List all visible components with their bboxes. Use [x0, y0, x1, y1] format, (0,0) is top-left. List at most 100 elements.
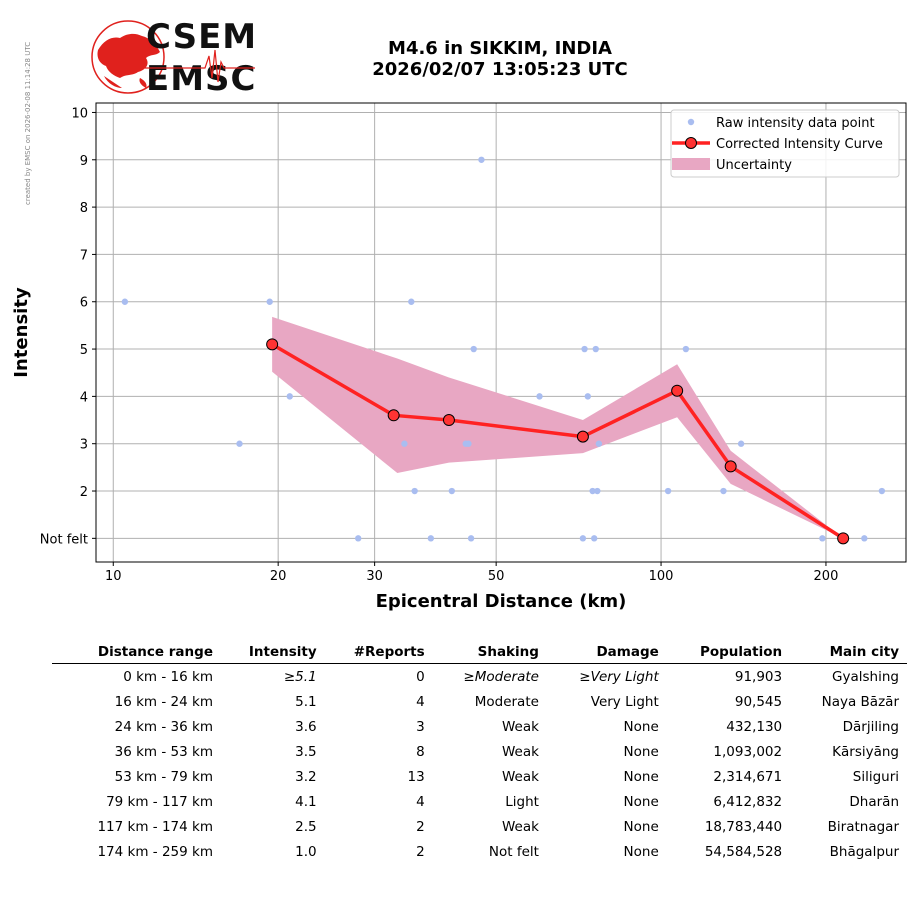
table-cell: Bhāgalpur: [829, 843, 899, 860]
table-cell: 1.0: [295, 843, 317, 860]
table-cell: None: [623, 743, 659, 760]
raw-data-point: [266, 298, 273, 305]
table-cell: 2: [416, 843, 425, 860]
corrected-curve-marker: [387, 409, 400, 422]
table-cell: Dārjiling: [842, 718, 899, 735]
raw-data-point: [470, 345, 477, 353]
table-cell: Weak: [501, 768, 539, 785]
x-tick-label: 100: [649, 569, 674, 584]
y-tick-label: 4: [80, 390, 88, 405]
table-cell: 3.5: [295, 743, 317, 760]
y-tick-label: 7: [80, 248, 88, 263]
table-cell: Moderate: [474, 693, 539, 710]
raw-data-point: [427, 535, 435, 542]
table-cell: ≥Very Light: [579, 668, 659, 685]
table-cell: Biratnagar: [827, 818, 899, 835]
legend-raw-swatch: [687, 118, 695, 126]
legend-entry-label: Raw intensity data point: [716, 116, 875, 131]
table-cell: 2.5: [295, 818, 317, 835]
plot-frame: [95, 102, 907, 563]
y-tick-label: 6: [80, 296, 88, 311]
x-tick-label: 20: [270, 569, 287, 584]
table-cell: None: [623, 793, 659, 810]
table-body: 0 km - 16 km ≥5.1 0 ≥Moderate ≥Very Light 91,…: [52, 664, 907, 865]
y-axis-label: Intensity: [11, 287, 32, 378]
table-header-cell: #Reports: [353, 644, 425, 660]
table-cell: 2: [416, 818, 425, 835]
table-cell: Weak: [501, 818, 539, 835]
table-cell: 13: [407, 768, 425, 785]
table-cell: Siliguri: [852, 768, 899, 785]
x-tick-label: 30: [366, 569, 383, 584]
chart-title: M4.6 in SIKKIM, INDIA 2026/02/07 13:05:2…: [300, 38, 700, 80]
uncertainty-band: [272, 316, 844, 539]
table-cell: 5.1: [295, 693, 317, 710]
table-cell: 54,584,528: [704, 843, 783, 860]
legend-entry-label: Corrected Intensity Curve: [716, 137, 883, 152]
table-row: 117 km - 174 km 2.5 2 Weak None 18,783,440 Bir…: [52, 814, 907, 839]
table-cell: None: [623, 768, 659, 785]
raw-data-point: [579, 535, 587, 542]
legend: Raw intensity data point Corrected Intens…: [670, 109, 900, 178]
table-cell: 174 km - 259 km: [97, 843, 213, 860]
raw-data-point: [737, 440, 745, 447]
corrected-curve-marker: [576, 430, 589, 443]
raw-data-point: [592, 345, 599, 353]
table-cell: 4: [416, 793, 425, 810]
table-cell: Weak: [501, 718, 539, 735]
corrected-curve-marker: [266, 338, 279, 351]
table-cell: 3.2: [295, 768, 317, 785]
y-tick-label: 3: [80, 438, 88, 453]
y-tick-label: 5: [80, 343, 88, 358]
x-tick-label: 200: [814, 569, 839, 584]
legend-box: [670, 109, 900, 178]
chart-title-line1: M4.6 in SIKKIM, INDIA: [388, 38, 612, 59]
x-tick-label: 50: [488, 569, 505, 584]
table-cell: Naya Bāzār: [821, 693, 899, 710]
table-cell: 79 km - 117 km: [106, 793, 213, 810]
raw-data-point: [411, 487, 418, 495]
table-cell: Gyalshing: [832, 668, 899, 685]
table-cell: 8: [416, 743, 425, 760]
table-row: 79 km - 117 km 4.1 4 Light None 6,412,832 Dhar…: [52, 789, 907, 814]
intensity-table: Distance range Intensity #Reports Shaking Da…: [52, 641, 907, 864]
table-cell: 117 km - 174 km: [97, 818, 213, 835]
emsc-logo: CSEM EMSC: [90, 18, 256, 98]
raw-data-point: [595, 440, 603, 447]
table-cell: 2,314,671: [713, 768, 783, 785]
raw-data-point: [286, 393, 293, 400]
table-row: 16 km - 24 km 5.1 4 Moderate Very Light 90,54…: [52, 689, 907, 714]
raw-data-point: [584, 393, 592, 400]
table-cell: 4.1: [295, 793, 317, 810]
y-tick-label: Not felt: [40, 532, 88, 547]
table-cell: 18,783,440: [704, 818, 783, 835]
table-cell: 1,093,002: [713, 743, 783, 760]
raw-data-point: [720, 487, 727, 495]
table-header-cell: Intensity: [248, 644, 317, 660]
raw-data-point: [594, 487, 601, 495]
table-row: 0 km - 16 km ≥5.1 0 ≥Moderate ≥Very Light 91,…: [52, 664, 907, 690]
y-tick-label: 8: [80, 201, 88, 216]
table-cell: 16 km - 24 km: [114, 693, 213, 710]
table-cell: 432,130: [726, 718, 783, 735]
globe-logo-icon: [91, 20, 165, 94]
y-tick-label: 10: [71, 106, 88, 121]
table-header-row: Distance range Intensity #Reports Shaking Da…: [52, 641, 907, 664]
table-cell: Very Light: [590, 693, 659, 710]
corrected-curve-marker: [724, 460, 737, 473]
raw-data-point: [664, 487, 672, 495]
table-header-cell: Distance range: [97, 644, 213, 660]
table-cell: 24 km - 36 km: [114, 718, 213, 735]
table-cell: Weak: [501, 743, 539, 760]
raw-data-point: [467, 535, 475, 542]
table-cell: 0 km - 16 km: [123, 668, 213, 685]
table-header-cell: Damage: [596, 644, 659, 660]
raw-data-point: [590, 535, 598, 542]
seismogram-line-icon: [145, 49, 255, 83]
table-header-cell: Shaking: [477, 644, 539, 660]
raw-data-point: [819, 535, 826, 542]
table-row: 174 km - 259 km 1.0 2 Not felt None 54,584,52…: [52, 839, 907, 864]
table-cell: 90,545: [734, 693, 783, 710]
raw-data-point: [682, 345, 690, 353]
raw-data-point: [236, 440, 243, 447]
